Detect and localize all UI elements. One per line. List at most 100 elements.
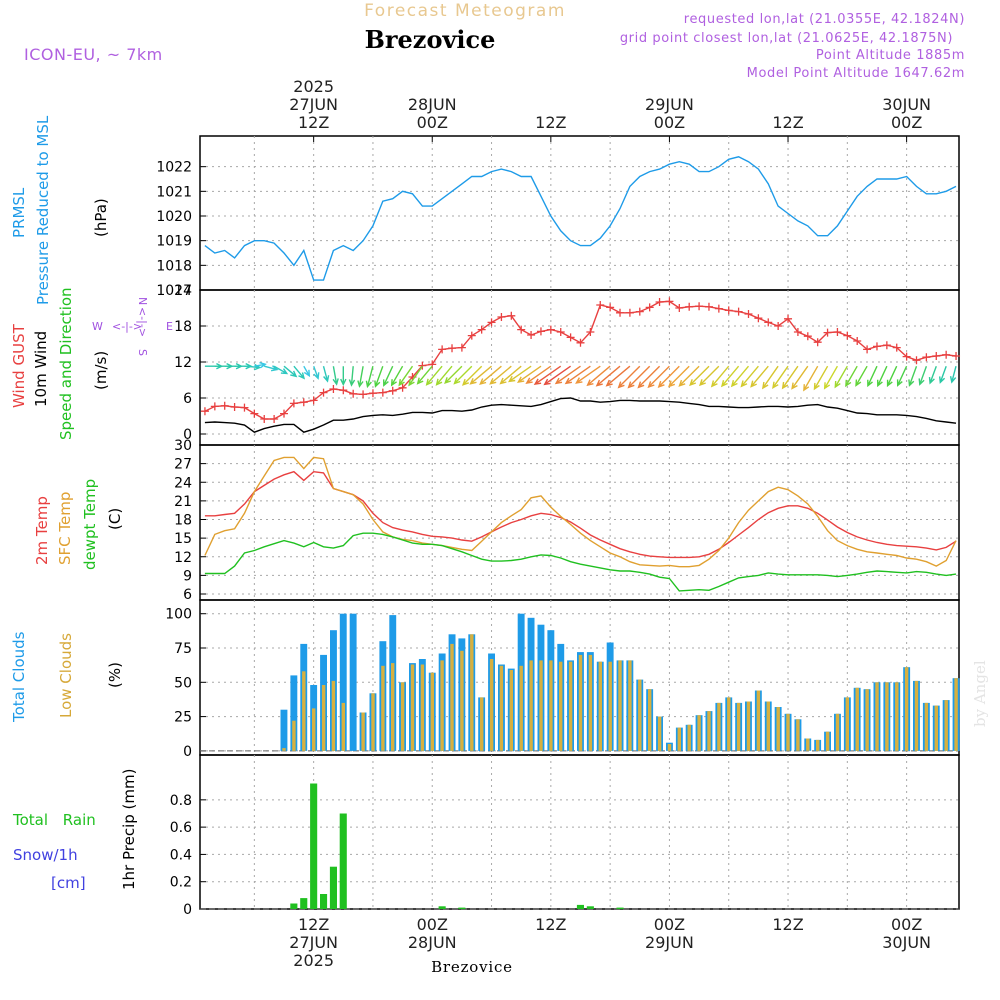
wind-arrow [761,365,779,390]
pressure-line [204,156,957,281]
y-tick-label: 0 [183,902,192,918]
y-tick-label: 1017 [156,283,192,299]
gust-marker [793,328,802,336]
gust-marker [586,328,595,336]
gust-marker [704,302,713,311]
precip-snow-label: Snow/1h [13,846,78,864]
top-time-label: 2025 [293,77,334,96]
gust-marker [665,297,674,306]
low-cloud-bar [618,660,622,751]
top-time-label: 28JUN [408,95,457,114]
wind-arrow [303,365,311,378]
wind-10m-label: 10m Wind [32,331,50,407]
y-tick-label: 6 [183,587,192,603]
gust-marker [823,328,832,337]
gust-marker [507,311,516,320]
clouds-unit: (%) [106,662,124,688]
low-cloud-bar [509,670,513,751]
temp-2m-label: 2m Temp [33,496,51,565]
wind-arrow [667,365,690,388]
wind-panel: 0 6 12 18 24 [174,283,961,446]
low-cloud-bar [450,643,454,751]
bottom-time-label: 00Z [654,915,685,934]
low-cloud-bar [835,713,840,751]
low-cloud-bar [657,716,662,751]
rain-bar [616,907,624,910]
temp-dewpt-label: dewpt Temp [81,479,99,570]
gust-marker [952,352,961,360]
gust-marker [497,313,506,321]
low-cloud-bar [677,727,681,751]
bottom-time-label: 29JUN [645,933,694,952]
wind-arrow [791,365,809,390]
gust-marker [932,352,941,360]
bottom-title: Brezovice [431,958,513,976]
rain-bar [329,866,337,909]
wind-arrow [657,365,680,388]
y-tick-label: 18 [174,319,192,335]
gust-marker [467,331,476,340]
gust-marker [546,325,555,334]
low-cloud-bar [667,744,672,751]
wind-arrow [834,365,848,389]
wind-arrow [720,365,740,388]
wind-arrow [365,366,374,389]
top-time-label: 12Z [772,113,803,132]
wind-arrow [383,365,394,387]
wind-arrow [435,365,453,386]
precip-rain-label: Total Rain [12,811,96,829]
gust-marker [853,337,862,345]
y-tick-label: 1020 [156,209,192,225]
y-tick-label: 12 [174,550,192,566]
wind-arrow [444,365,463,385]
watermark: by Angel [971,660,989,727]
top-time-label: 12Z [298,113,329,132]
low-cloud-bar [292,720,296,751]
low-cloud-bar [460,650,464,751]
gust-marker [774,322,783,330]
pressure-unit: (hPa) [92,198,110,237]
rain-bar [576,904,584,909]
wind-arrow [637,365,661,389]
low-cloud-bar [806,738,810,751]
gust-marker [319,388,328,397]
y-tick-label: 12 [174,355,192,371]
gust-marker [457,343,466,352]
compass-n: N [136,297,149,305]
gust-marker [517,325,526,334]
rain-bar [300,898,308,909]
y-tick-label: 21 [174,494,192,510]
total-cloud-bar [280,709,288,751]
gust-marker [754,314,763,323]
gust-marker [487,318,496,327]
gust-marker [655,298,664,306]
wind-arrow [710,365,730,388]
gust-marker [299,398,308,407]
info-line-1: requested lon,lat (21.0355E, 42.1824N) [684,12,965,27]
temp-panel: 6 9 12 15 18 21 24 27 30 [174,438,960,603]
wind-arrow [845,365,858,388]
wind-dir-label: Speed and Direction [57,287,75,440]
wind-arrow [469,365,492,385]
low-cloud-bar [559,661,563,751]
wind-arrow [525,365,552,385]
wind-arrow [408,365,423,387]
low-cloud-bar [608,661,612,751]
top-time-label: 27JUN [289,95,338,114]
low-cloud-bar [628,660,632,751]
gust-marker [892,343,901,352]
gust-marker [803,332,812,341]
wind-unit: (m/s) [92,351,110,390]
y-tick-label: 9 [183,568,192,584]
low-cloud-bar [420,664,425,751]
gust-marker [368,389,377,398]
y-tick-label: 0 [183,744,192,760]
low-cloud-bar [489,659,494,751]
top-time-label: 29JUN [645,95,694,114]
gust-marker [625,308,634,317]
low-cloud-bar [865,689,869,751]
gust-marker [942,350,951,359]
gust-marker [872,342,881,351]
low-cloud-bar [756,690,761,751]
rain-bar [438,906,446,909]
